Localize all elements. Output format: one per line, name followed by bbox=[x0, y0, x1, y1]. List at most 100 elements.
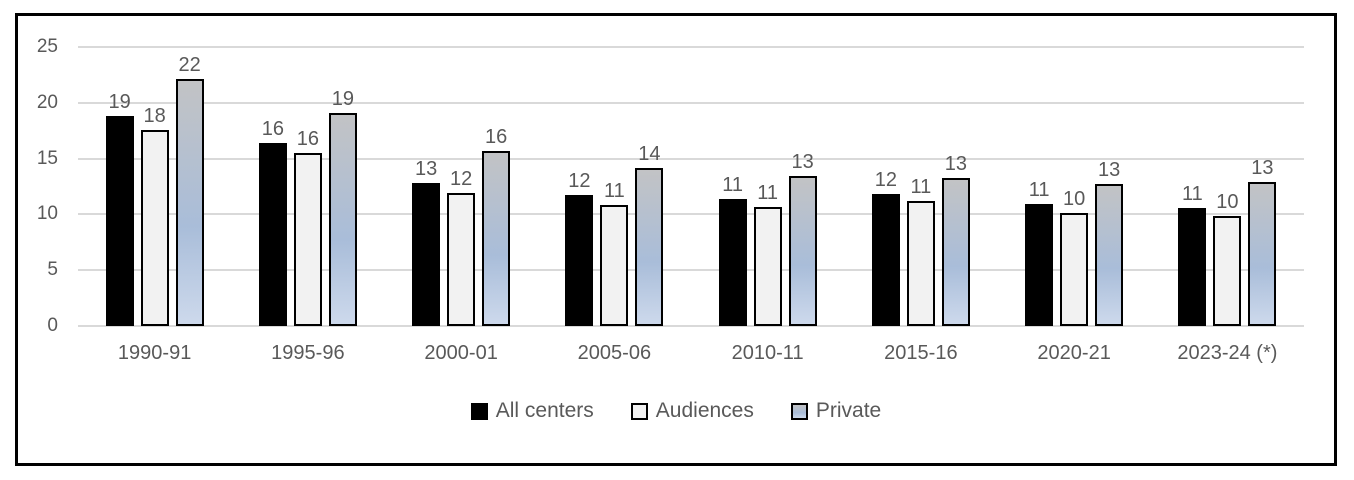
data-label: 13 bbox=[1098, 159, 1121, 182]
bar-group-2000-01: 13 12 16 bbox=[412, 47, 511, 326]
data-label: 13 bbox=[944, 152, 967, 175]
bar-private bbox=[1095, 184, 1124, 326]
data-label: 14 bbox=[638, 142, 661, 165]
bar-all-centers bbox=[718, 198, 747, 326]
data-label: 13 bbox=[415, 158, 438, 181]
data-label: 19 bbox=[108, 91, 131, 114]
bar-audiences bbox=[293, 153, 322, 326]
gridline-0 bbox=[78, 325, 1304, 327]
bar-slot: 11 bbox=[753, 181, 782, 326]
data-label: 10 bbox=[1063, 188, 1086, 211]
data-label: 11 bbox=[1028, 179, 1050, 202]
bar-slot: 13 bbox=[941, 152, 970, 326]
bar-group-2010-11: 11 11 13 bbox=[718, 47, 817, 326]
gridline-20 bbox=[78, 101, 1304, 104]
bar-private bbox=[788, 176, 817, 326]
y-tick-label: 5 bbox=[47, 259, 58, 281]
bar-slot: 11 bbox=[1025, 179, 1054, 326]
bar-all-centers bbox=[1178, 207, 1207, 326]
data-label: 13 bbox=[1251, 157, 1274, 180]
bar-slot: 11 bbox=[1178, 182, 1207, 326]
bar-slot: 13 bbox=[412, 158, 441, 326]
data-label: 11 bbox=[757, 181, 778, 204]
bar-slot: 19 bbox=[328, 87, 357, 326]
y-tick-label: 10 bbox=[36, 203, 58, 225]
bar-slot: 14 bbox=[635, 142, 664, 326]
bar-audiences bbox=[447, 193, 476, 326]
bar-slot: 18 bbox=[140, 104, 169, 326]
bar-audiences bbox=[1213, 215, 1242, 326]
bar-slot: 13 bbox=[788, 151, 817, 326]
data-label: 12 bbox=[568, 170, 591, 193]
bar-group-2020-21: 11 10 13 bbox=[1025, 47, 1124, 326]
bar-slot: 22 bbox=[175, 54, 204, 326]
legend: All centers Audiences Private bbox=[17, 398, 1335, 424]
data-label: 11 bbox=[722, 173, 743, 196]
bar-private bbox=[482, 150, 511, 326]
bar-group-2005-06: 12 11 14 bbox=[565, 47, 664, 326]
bar-slot: 12 bbox=[871, 169, 900, 326]
y-tick-label: 20 bbox=[36, 91, 58, 113]
bar-private bbox=[328, 112, 357, 326]
legend-swatch-icon bbox=[470, 402, 488, 420]
x-tick-label: 2010-11 bbox=[731, 342, 804, 364]
legend-item-all-centers: All centers bbox=[470, 398, 594, 424]
bar-slot: 11 bbox=[718, 173, 747, 326]
bar-slot: 16 bbox=[293, 128, 322, 326]
x-tick-label: 2020-21 bbox=[1037, 342, 1111, 364]
bar-all-centers bbox=[412, 183, 441, 326]
legend-label: All centers bbox=[495, 399, 594, 422]
data-label: 16 bbox=[261, 117, 284, 140]
bar-audiences bbox=[906, 201, 935, 326]
legend-swatch-icon bbox=[630, 402, 648, 420]
data-label: 11 bbox=[1181, 182, 1203, 205]
bar-slot: 16 bbox=[482, 126, 511, 326]
bar-slot: 13 bbox=[1095, 159, 1124, 326]
bar-all-centers bbox=[871, 194, 900, 326]
x-tick-label: 2015-16 bbox=[884, 342, 958, 364]
bar-all-centers bbox=[565, 195, 594, 326]
bar-audiences bbox=[1060, 213, 1089, 326]
legend-item-private: Private bbox=[790, 398, 882, 424]
bar-private bbox=[1248, 182, 1277, 326]
data-label: 16 bbox=[296, 128, 319, 151]
bar-slot: 12 bbox=[447, 168, 476, 326]
data-label: 11 bbox=[603, 180, 625, 203]
data-label: 11 bbox=[910, 176, 932, 199]
bar-slot: 10 bbox=[1213, 190, 1242, 326]
bar-private bbox=[175, 79, 204, 326]
x-tick-label: 2000-01 bbox=[424, 342, 498, 364]
data-label: 12 bbox=[874, 169, 897, 192]
data-label: 18 bbox=[143, 104, 166, 127]
bar-slot: 16 bbox=[258, 117, 287, 326]
gridline-5 bbox=[78, 269, 1304, 272]
bar-slot: 12 bbox=[565, 170, 594, 326]
legend-label: Audiences bbox=[655, 399, 754, 422]
x-tick-label: 1995-96 bbox=[271, 342, 345, 364]
legend-item-audiences: Audiences bbox=[630, 398, 754, 424]
bar-audiences bbox=[600, 205, 629, 326]
bar-all-centers bbox=[258, 142, 287, 326]
bar-all-centers bbox=[105, 116, 134, 326]
bar-group-1990-91: 19 18 22 bbox=[105, 47, 204, 326]
bar-slot: 11 bbox=[906, 176, 935, 326]
x-tick-label: 2023-24 (*) bbox=[1177, 342, 1278, 364]
bar-audiences bbox=[753, 206, 782, 326]
bar-slot: 13 bbox=[1248, 157, 1277, 326]
x-tick-label: 1990-91 bbox=[117, 342, 192, 364]
legend-swatch-icon bbox=[790, 402, 808, 420]
gridline-25 bbox=[78, 46, 1304, 48]
bar-private bbox=[635, 167, 664, 326]
legend-label: Private bbox=[815, 399, 882, 422]
bar-group-2023-24 (*): 11 10 13 bbox=[1178, 47, 1277, 326]
data-label: 10 bbox=[1216, 190, 1239, 213]
bar-private bbox=[941, 177, 970, 326]
gridline-10 bbox=[78, 213, 1304, 216]
bar-group-2015-16: 12 11 13 bbox=[871, 47, 970, 326]
data-label: 13 bbox=[791, 151, 814, 174]
bar-all-centers bbox=[1025, 204, 1054, 326]
data-label: 19 bbox=[331, 87, 354, 110]
gridline-15 bbox=[78, 157, 1304, 160]
bar-slot: 10 bbox=[1060, 188, 1089, 326]
